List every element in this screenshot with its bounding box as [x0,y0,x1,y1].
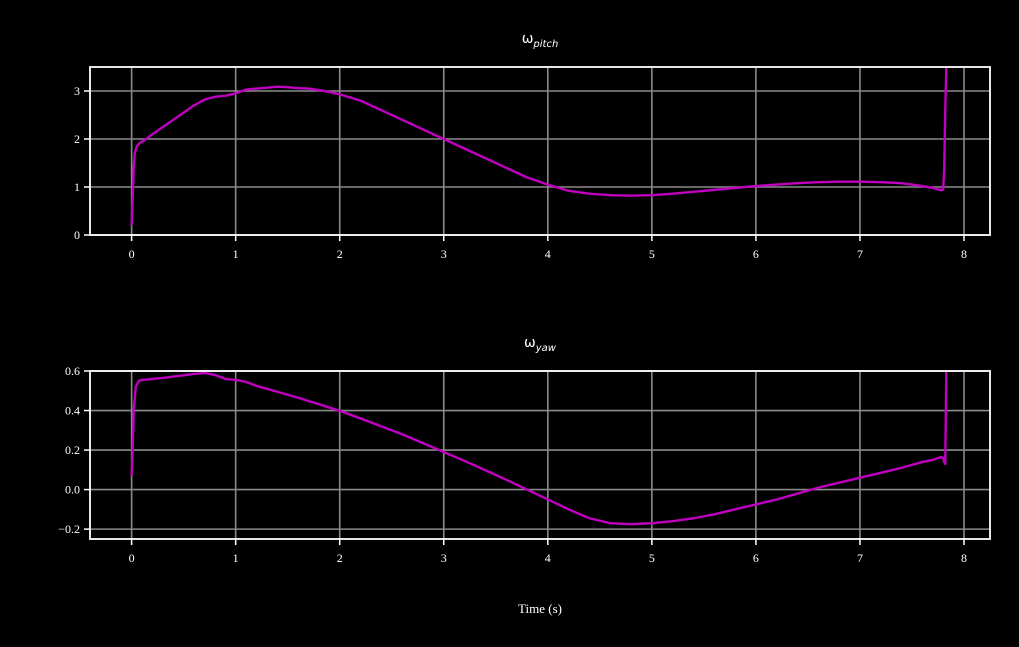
pitch-axes-frame [89,66,991,236]
pitch-y-tick-label: 3 [74,84,80,98]
pitch-x-tick-label: 7 [857,247,863,261]
yaw-y-tick-label: 0.4 [65,404,80,418]
yaw-rate-plot: 0 1 2 3 4 5 6 7 8 −0.2 0.0 0.2 0.4 0.6 ωyaw Time (s) [58,335,991,616]
pitch-rate-plot: 0 1 2 3 4 5 6 7 8 0 1 2 3 ωpitch [74,31,991,261]
pitch-x-tick-label: 0 [129,247,135,261]
yaw-series-line [130,371,948,526]
pitch-x-tick-label: 2 [337,247,343,261]
yaw-x-tick-label: 0 [129,551,135,565]
yaw-x-tick-label: 6 [753,551,759,565]
yaw-y-tick-label: 0.2 [65,443,80,457]
pitch-y-tick-label: 2 [74,132,80,146]
yaw-x-tick-label: 3 [441,551,447,565]
pitch-x-tick-label: 1 [233,247,239,261]
pitch-x-tick-label: 4 [545,247,551,261]
yaw-x-tick-label: 2 [337,551,343,565]
pitch-x-tick-label: 5 [649,247,655,261]
pitch-title-symbol: ω [522,31,534,47]
pitch-y-tick-label: 0 [74,228,80,242]
yaw-x-tick-label: 8 [961,551,967,565]
pitch-x-tick-label: 8 [961,247,967,261]
yaw-x-tick-label: 7 [857,551,863,565]
yaw-title-subscript: yaw [535,343,557,354]
yaw-x-axis-label: Time (s) [518,601,562,616]
pitch-plot-title: ωpitch [522,31,559,50]
yaw-y-tick-label: 0.0 [65,483,80,497]
pitch-x-tick-label: 6 [753,247,759,261]
yaw-plot-title: ωyaw [524,335,557,354]
yaw-x-tick-label: 4 [545,551,551,565]
yaw-y-tick-label: −0.2 [58,522,80,536]
yaw-x-tick-label: 1 [233,551,239,565]
pitch-series-line [130,67,948,226]
yaw-y-tick-label: 0.6 [65,364,80,378]
pitch-title-subscript: pitch [532,39,558,50]
pitch-y-tick-label: 1 [74,180,80,194]
pitch-x-tick-label: 3 [441,247,447,261]
yaw-title-symbol: ω [524,335,536,351]
yaw-x-tick-label: 5 [649,551,655,565]
yaw-axes-frame [89,370,991,540]
